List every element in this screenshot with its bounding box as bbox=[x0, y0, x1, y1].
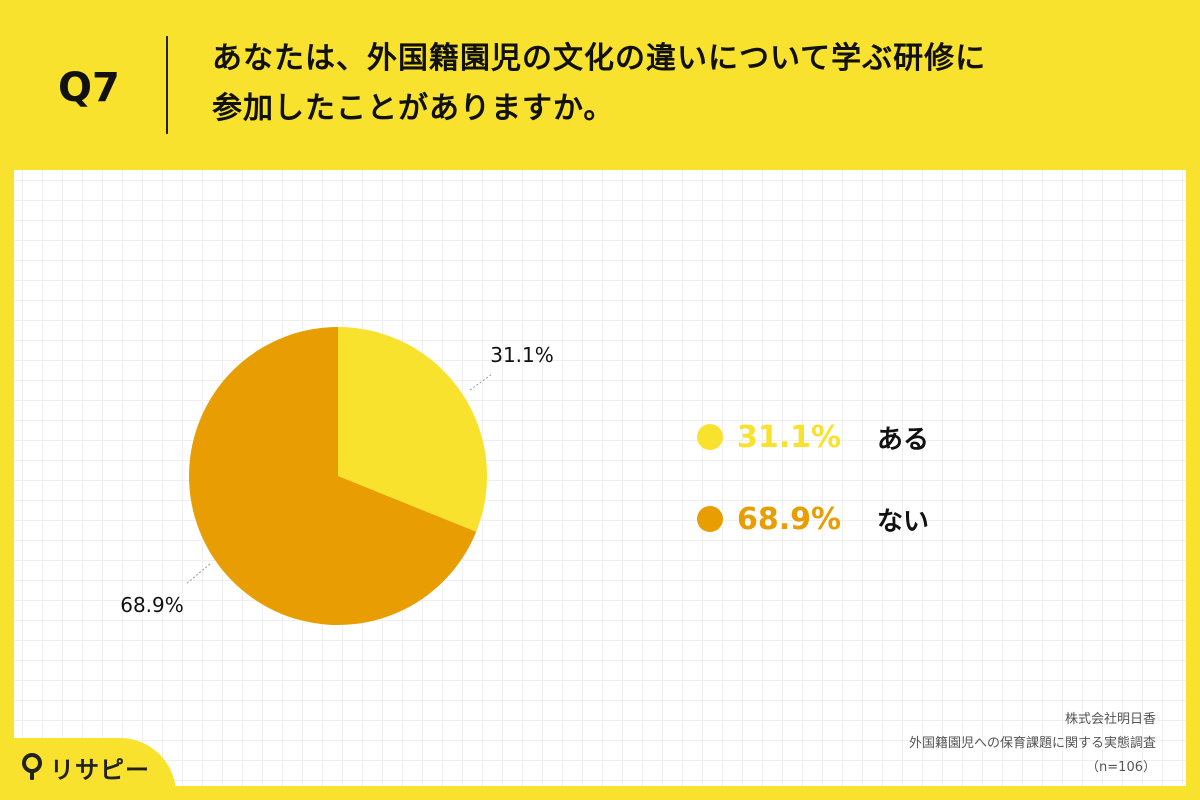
legend-value-nai: 68.9% bbox=[737, 501, 842, 537]
pie-data-label-aru: 31.1% bbox=[490, 343, 554, 367]
pin-icon bbox=[22, 753, 42, 780]
legend-label-aru: ある bbox=[877, 424, 930, 455]
question-line-2: 参加したことがありますか。 bbox=[212, 91, 615, 126]
leader-line-nai bbox=[185, 563, 211, 585]
legend-label-nai: ない bbox=[877, 506, 930, 537]
pie-slice-nai bbox=[189, 327, 477, 625]
pie-slice-aru bbox=[338, 327, 487, 532]
legend-dot-nai bbox=[697, 506, 723, 532]
header-divider bbox=[166, 36, 168, 134]
legend-value-aru: 31.1% bbox=[737, 419, 842, 455]
legend-item-nai: 68.9% ない bbox=[697, 496, 929, 542]
logo-text: リサピー bbox=[50, 756, 150, 784]
question-line-1: あなたは、外国籍園児の文化の違いについて学ぶ研修に bbox=[212, 41, 987, 76]
legend-item-aru: 31.1% ある bbox=[697, 414, 929, 460]
legend-dot-aru bbox=[697, 424, 723, 450]
source-sample: （n=106） bbox=[1086, 760, 1156, 775]
legend: 31.1% ある 68.9% ない bbox=[697, 414, 929, 578]
source-survey: 外国籍園児への保育課題に関する実態調査 bbox=[908, 736, 1156, 751]
leader-line-aru bbox=[469, 373, 493, 391]
source-company: 株式会社明日香 bbox=[1064, 712, 1156, 727]
brand-logo: リサピー bbox=[0, 738, 176, 800]
pie-data-label-nai: 68.9% bbox=[120, 593, 184, 617]
question-text: あなたは、外国籍園児の文化の違いについて学ぶ研修に 参加したことがありますか。 bbox=[212, 34, 1172, 134]
question-number: Q7 bbox=[58, 65, 120, 111]
source-note: 株式会社明日香 外国籍園児への保育課題に関する実態調査 （n=106） bbox=[909, 708, 1156, 780]
